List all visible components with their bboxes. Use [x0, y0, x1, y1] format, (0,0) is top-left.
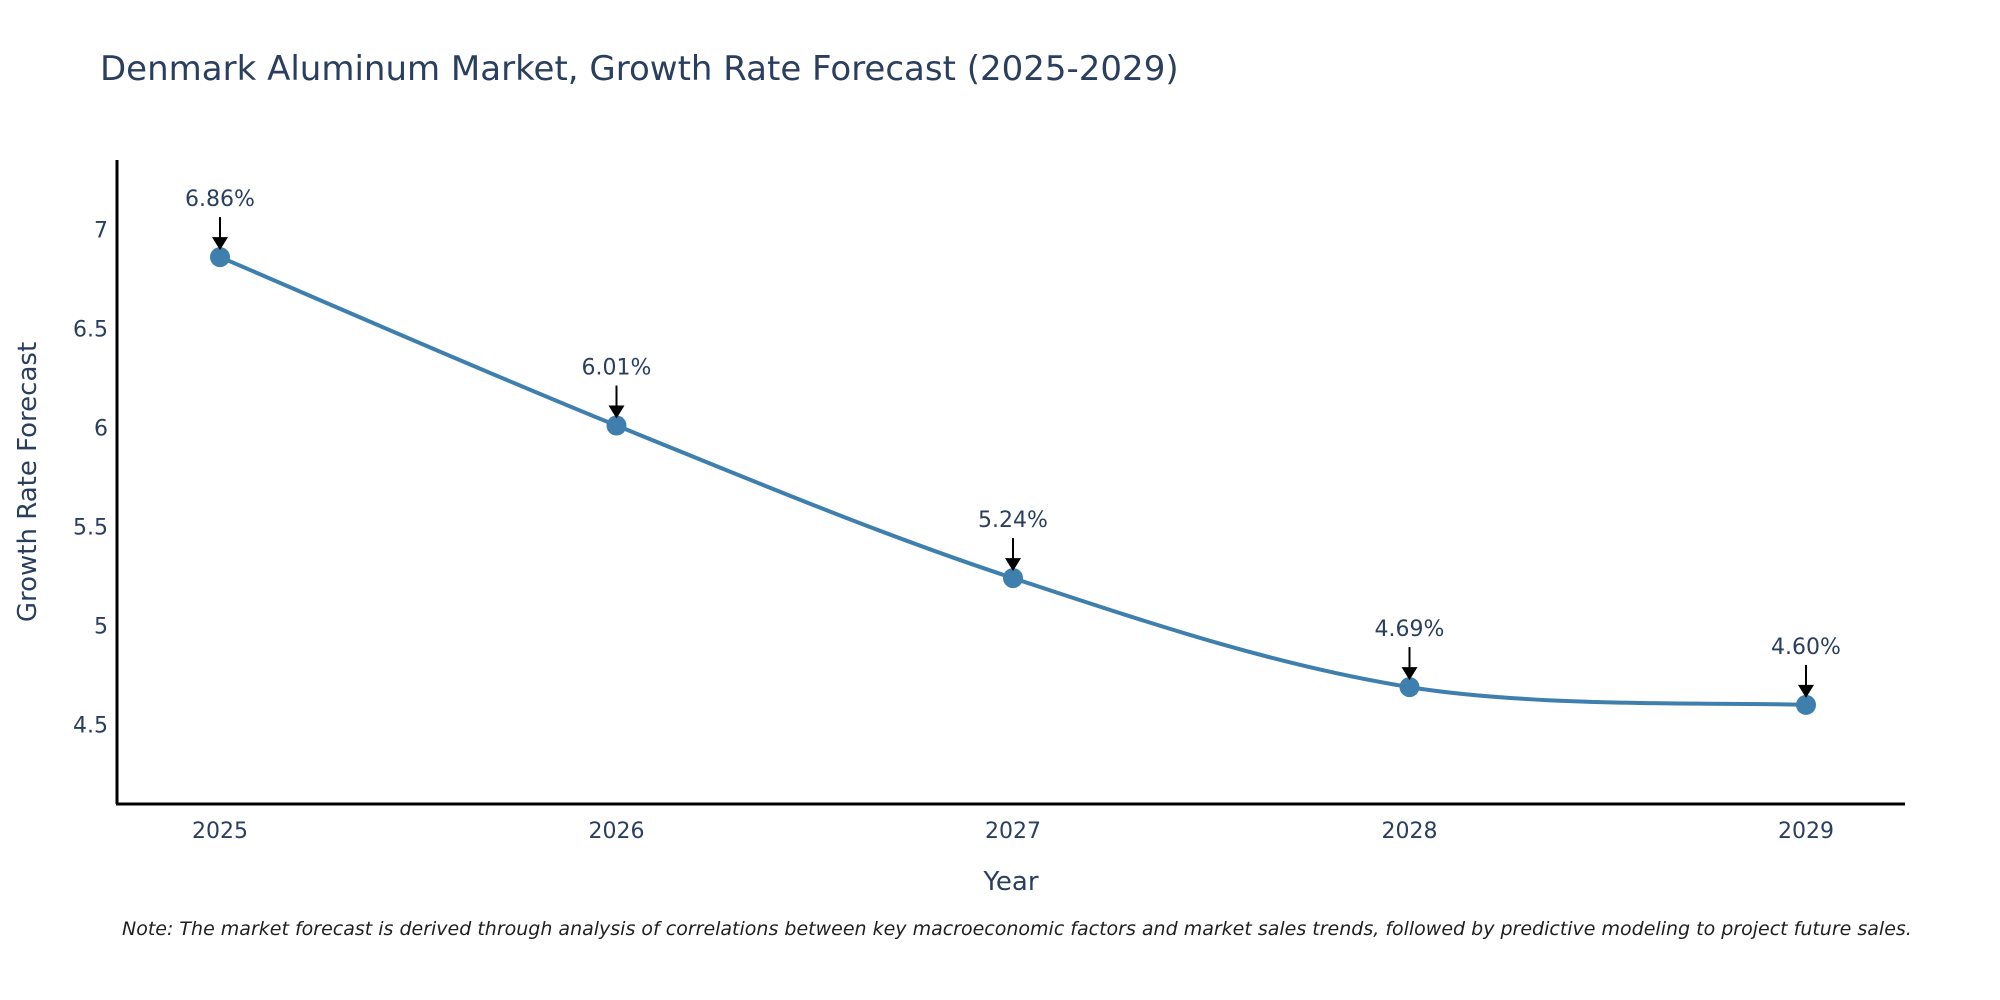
- data-label: 6.01%: [582, 356, 652, 381]
- data-point: [210, 247, 230, 268]
- x-tick-label: 2027: [985, 819, 1041, 844]
- data-label: 4.69%: [1375, 617, 1445, 642]
- y-axis-title: Growth Rate Forecast: [13, 342, 43, 622]
- data-label: 4.60%: [1771, 635, 1841, 660]
- annotation-arrow-head: [212, 237, 228, 251]
- y-tick-label: 6.5: [73, 317, 108, 342]
- data-label: 6.86%: [185, 187, 255, 212]
- y-tick-label: 6: [94, 417, 108, 442]
- x-tick-label: 2028: [1382, 819, 1438, 844]
- x-tick-label: 2029: [1778, 819, 1834, 844]
- x-tick-label: 2026: [589, 819, 645, 844]
- y-axis-ticks: 4.5 5 5.5 6 6.5 7: [73, 218, 108, 738]
- data-point: [1796, 694, 1816, 715]
- data-annotations: 6.86% 6.01% 5.24% 4.69% 4.60%: [185, 187, 1841, 698]
- annotation-arrow-head: [1401, 667, 1418, 681]
- data-point: [606, 415, 627, 436]
- data-label: 5.24%: [978, 508, 1048, 533]
- x-axis-ticks: 2025 2026 2027 2028 2029: [192, 819, 1834, 844]
- y-tick-label: 7: [94, 218, 108, 243]
- annotation-arrow-head: [1798, 684, 1814, 698]
- annotation-arrow-head: [1005, 558, 1021, 572]
- y-tick-label: 4.5: [73, 714, 108, 739]
- y-tick-label: 5.5: [73, 516, 108, 541]
- data-markers: [210, 247, 1816, 715]
- data-point: [1399, 677, 1420, 698]
- x-tick-label: 2025: [192, 819, 248, 844]
- x-axis-title: Year: [982, 867, 1038, 897]
- data-point: [1003, 568, 1023, 589]
- series-line: [219, 255, 1807, 707]
- chart-title: Denmark Aluminum Market, Growth Rate For…: [100, 49, 1179, 89]
- y-tick-label: 5: [94, 615, 108, 640]
- annotation-arrow-head: [608, 405, 625, 419]
- footnote: Note: The market forecast is derived thr…: [122, 918, 1912, 940]
